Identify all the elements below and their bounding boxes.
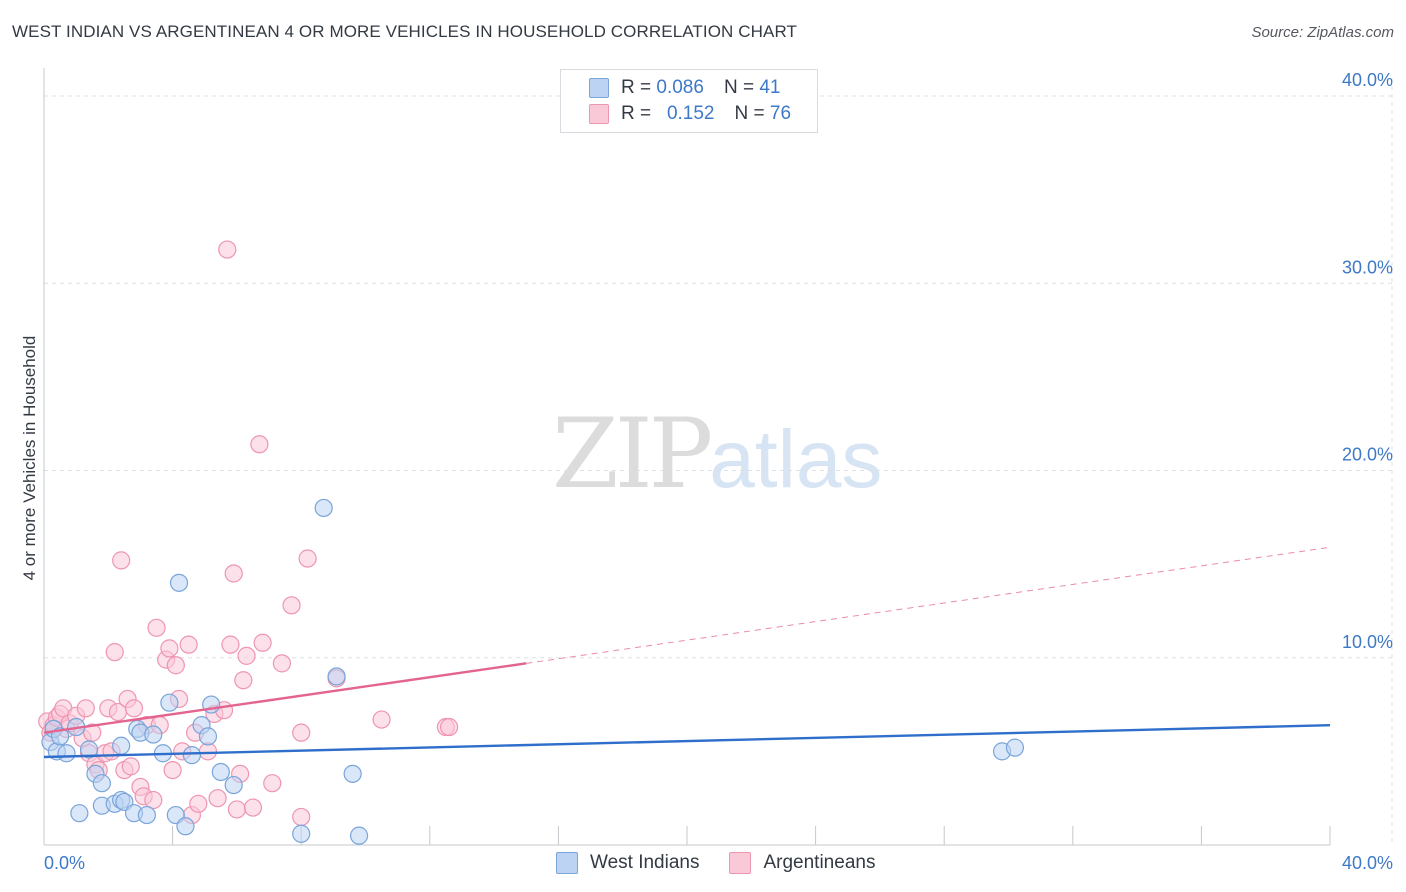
legend-item-argentineans: Argentineans bbox=[729, 852, 875, 874]
legend-label-argentineans: Argentineans bbox=[763, 852, 876, 873]
legend-row-argentineans: R = 0.152 N = 76 bbox=[589, 101, 791, 127]
watermark-zip: ZIP bbox=[552, 398, 713, 510]
legend-swatch-pink bbox=[589, 104, 609, 124]
west-indian-trendline bbox=[43, 723, 1331, 759]
legend-item-west-indians: West Indians bbox=[556, 852, 699, 874]
argentinean-trendline-extension bbox=[526, 546, 1331, 664]
legend-swatch-pink bbox=[729, 852, 752, 874]
west-indian-point bbox=[57, 744, 76, 763]
axis-layer bbox=[43, 68, 1331, 846]
west-indian-point bbox=[198, 727, 218, 746]
argentinean-point bbox=[189, 794, 208, 813]
legend-r-value: 0.152 bbox=[666, 103, 715, 124]
argentinean-point bbox=[298, 549, 317, 568]
y-tick-label: 20.0% bbox=[1342, 445, 1393, 465]
legend-n-label: N = bbox=[734, 103, 765, 124]
west-indian-point bbox=[1005, 738, 1025, 757]
argentinean-point bbox=[163, 760, 182, 780]
argentinean-point bbox=[224, 564, 243, 583]
y-tick-label: 30.0% bbox=[1342, 257, 1393, 277]
argentinean-trendline bbox=[43, 662, 527, 734]
argentinean-point bbox=[221, 635, 240, 654]
legend-row-west-indians: R = 0.086 N = 41 bbox=[589, 75, 780, 101]
argentinean-point bbox=[166, 656, 185, 675]
argentinean-point bbox=[282, 596, 301, 615]
argentinean-point bbox=[439, 717, 459, 737]
west-indian-point bbox=[349, 826, 369, 845]
west-indian-point bbox=[92, 774, 111, 793]
argentinean-point bbox=[237, 646, 256, 665]
grid-layer bbox=[44, 78, 1393, 845]
legend-n-value: 41 bbox=[759, 77, 781, 98]
west-indian-point bbox=[327, 667, 346, 686]
argentinean-point bbox=[208, 789, 227, 808]
argentinean-point bbox=[160, 639, 179, 658]
argentinean-point bbox=[292, 723, 311, 742]
argentinean-point bbox=[250, 435, 269, 454]
argentinean-point bbox=[76, 699, 95, 718]
watermark-atlas: atlas bbox=[709, 414, 883, 505]
series-legend: West Indians Argentineans bbox=[556, 852, 905, 874]
legend-r-value: 0.086 bbox=[656, 77, 704, 98]
argentinean-point bbox=[218, 240, 237, 259]
west-indian-point bbox=[292, 824, 311, 843]
argentinean-point bbox=[263, 774, 282, 793]
west-indian-point bbox=[144, 725, 163, 744]
argentinean-point bbox=[124, 699, 144, 718]
argentinean-point bbox=[234, 671, 253, 690]
west-indian-point bbox=[343, 764, 362, 783]
x-tick-label: 40.0% bbox=[1342, 853, 1393, 873]
trend-layer bbox=[43, 546, 1331, 759]
points-layer bbox=[38, 240, 1025, 845]
argentinean-point bbox=[372, 710, 391, 729]
west-indian-point bbox=[176, 817, 195, 836]
west-indian-point bbox=[137, 805, 156, 825]
argentinean-point bbox=[272, 654, 292, 673]
west-indian-point bbox=[79, 740, 99, 759]
west-indian-point bbox=[211, 762, 230, 782]
y-tick-label: 10.0% bbox=[1342, 632, 1393, 652]
argentinean-point bbox=[144, 790, 163, 810]
argentinean-point bbox=[253, 633, 272, 652]
argentinean-point bbox=[227, 800, 246, 819]
legend-r-label: R = bbox=[621, 103, 652, 124]
tick-label-layer: 10.0% 20.0% 30.0% 40.0% 0.0% 40.0% bbox=[44, 70, 1393, 873]
west-indian-point bbox=[182, 746, 201, 765]
legend-n-value: 76 bbox=[769, 103, 792, 124]
west-indian-point bbox=[314, 498, 333, 518]
west-indian-point bbox=[169, 573, 189, 592]
x-tick-label: 0.0% bbox=[44, 853, 85, 873]
argentinean-point bbox=[292, 807, 311, 827]
argentinean-point bbox=[121, 757, 140, 776]
west-indian-point bbox=[112, 736, 131, 755]
west-indian-point bbox=[224, 775, 243, 795]
argentinean-point bbox=[179, 635, 198, 654]
argentinean-point bbox=[147, 618, 166, 637]
argentinean-point bbox=[243, 798, 263, 817]
west-indian-point bbox=[70, 804, 89, 823]
zipatlas-watermark: ZIPatlas bbox=[552, 398, 882, 510]
legend-label-west-indians: West Indians bbox=[590, 852, 700, 873]
chart-title: WEST INDIAN VS ARGENTINEAN 4 OR MORE VEH… bbox=[12, 22, 798, 41]
argentinean-point bbox=[105, 643, 124, 662]
legend-n-label: N = bbox=[723, 77, 755, 98]
legend-swatch-blue bbox=[589, 78, 609, 98]
y-tick-label: 40.0% bbox=[1342, 70, 1393, 90]
source-label: Source: ZipAtlas.com bbox=[1251, 24, 1394, 41]
argentinean-point bbox=[112, 551, 131, 570]
west-indian-point bbox=[160, 693, 179, 712]
legend-swatch-blue bbox=[556, 852, 578, 874]
legend-r-label: R = bbox=[621, 77, 652, 98]
stats-legend: R = 0.086 N = 41 R = 0.152 N = 76 bbox=[560, 69, 818, 133]
